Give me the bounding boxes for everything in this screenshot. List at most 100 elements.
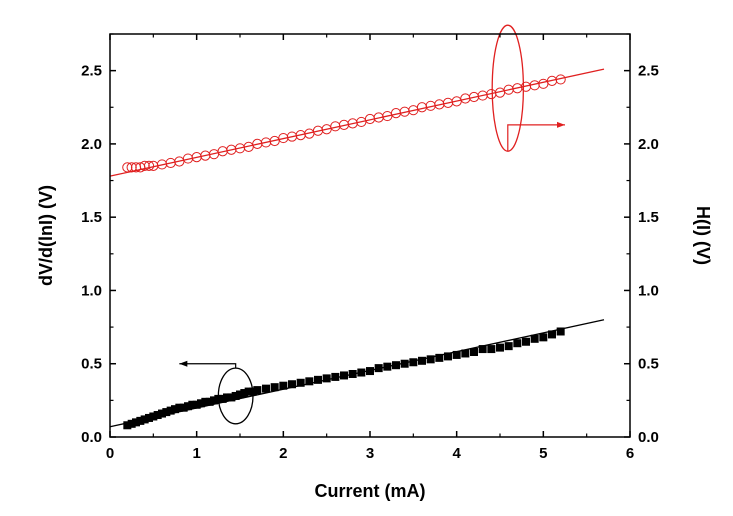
y-tick-label: 0.5 [81, 356, 102, 373]
data-point-dv [227, 393, 236, 402]
data-point-dv [504, 342, 513, 351]
data-point-dv [374, 364, 383, 373]
data-point-dv [236, 390, 244, 399]
data-point-dv [513, 339, 522, 348]
data-point-dv [435, 353, 444, 362]
x-tick-label: 2 [279, 445, 287, 462]
data-point-dv [348, 369, 357, 378]
data-point-dv [223, 393, 231, 402]
plot-frame [109, 33, 631, 438]
data-point-h [122, 162, 133, 173]
data-point-dv [175, 403, 184, 412]
data-point-dv [487, 345, 496, 354]
data-point-dv [123, 421, 132, 430]
data-point-dv [461, 349, 470, 358]
data-point-dv [357, 368, 366, 377]
x-tick-label: 5 [539, 445, 547, 462]
y-tick-label: 1.0 [81, 282, 102, 299]
data-point-dv [366, 367, 374, 376]
y2-tick-label: 1.0 [638, 282, 659, 299]
x-axis-title: Current (mA) [315, 481, 426, 501]
data-point-dv [270, 383, 279, 392]
data-point-dv [331, 372, 340, 381]
data-point-dv [205, 397, 214, 406]
data-point-dv [296, 378, 305, 387]
x-tick-label: 1 [192, 445, 200, 462]
data-point-dv [288, 380, 296, 389]
data-point-dv [556, 327, 565, 336]
data-point-dv [322, 374, 331, 383]
data-point-dv [539, 333, 548, 342]
x-tick-label: 6 [626, 445, 634, 462]
y2-tick-label: 0.5 [638, 356, 659, 373]
data-point-h [126, 162, 137, 173]
data-point-dv [392, 361, 400, 370]
x-tick-label: 3 [366, 445, 374, 462]
data-point-dv [340, 371, 348, 380]
dv-group-arrow [179, 363, 237, 369]
y-tick-label: 1.5 [81, 209, 102, 226]
data-point-dv [149, 412, 158, 421]
x-tick-label: 0 [106, 445, 114, 462]
data-point-dv [444, 352, 452, 361]
data-point-dv [136, 416, 145, 425]
data-point-dv [210, 396, 218, 405]
axis-ticks: 0 1 2 3 4 5 60.00.51.01.52.02.50.00.51.01.52.0… [81, 33, 659, 462]
data-point-dv [400, 359, 409, 368]
data-point-h [139, 160, 150, 171]
y2-tick-label: 0.0 [638, 429, 659, 446]
data-point-dv [253, 386, 262, 395]
data-point-dv [127, 419, 136, 428]
data-point-dv [409, 358, 418, 367]
data-point-dv [522, 337, 530, 346]
data-point-dv [179, 403, 188, 412]
data-point-dv [231, 391, 240, 400]
data-point-dv [262, 384, 270, 393]
data-point-dv [496, 343, 504, 352]
h-group-arrow [507, 124, 565, 152]
data-point-dv [145, 413, 153, 422]
y2-tick-label: 1.5 [638, 209, 659, 226]
data-point-dv [201, 397, 210, 406]
data-point-dv [470, 348, 478, 357]
data-point-dv [171, 405, 179, 414]
annotations [179, 24, 565, 425]
dv-group-ellipse [217, 367, 254, 425]
data-point-dv [383, 362, 392, 371]
dv-arrowhead-icon [179, 360, 188, 367]
data-point-dv [162, 408, 171, 417]
data-point-dv [132, 418, 140, 427]
y2-axis-title: H(I) (V) [693, 206, 713, 265]
data-point-dv [244, 387, 253, 396]
y2-tick-label: 2.0 [638, 136, 659, 153]
data-point-dv [158, 409, 166, 418]
data-point-dv [218, 394, 227, 403]
data-point-dv [548, 330, 556, 339]
data-point-h [555, 74, 566, 85]
y2-tick-label: 2.5 [638, 63, 659, 80]
y-tick-label: 2.0 [81, 136, 102, 153]
y-tick-label: 0.0 [81, 429, 102, 446]
data-point-dv [418, 356, 426, 365]
data-point-dv [452, 350, 461, 359]
data-point-dv [140, 415, 149, 424]
data-point-h [538, 78, 549, 89]
data-point-dv [314, 375, 322, 384]
data-point-dv [153, 411, 162, 420]
data-point-dv [279, 381, 288, 390]
data-point-dv [192, 400, 201, 409]
series-markers [122, 74, 566, 430]
data-point-dv [240, 389, 249, 398]
dv-fit-line [109, 319, 605, 428]
data-point-h [143, 160, 155, 171]
data-point-dv [478, 345, 487, 354]
y-axis-title: dV/d(lnI) (V) [36, 185, 56, 286]
data-point-dv [305, 377, 314, 386]
y-tick-label: 2.5 [81, 63, 102, 80]
data-point-dv [184, 402, 192, 411]
data-point-dv [166, 406, 175, 415]
data-point-dv [197, 399, 205, 408]
h-arrowhead-icon [557, 121, 565, 128]
data-point-dv [426, 355, 435, 364]
